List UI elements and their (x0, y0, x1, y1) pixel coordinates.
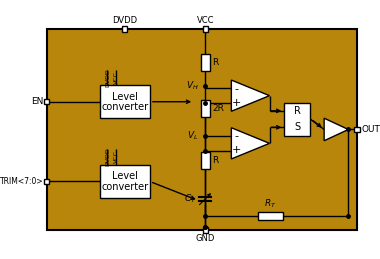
Text: -: - (234, 84, 239, 94)
Bar (100, 85, 150, 118)
Text: TRIM<7:0>: TRIM<7:0> (0, 177, 43, 186)
Text: converter: converter (101, 182, 148, 192)
Text: VCC: VCC (114, 150, 119, 163)
Text: Level: Level (112, 171, 138, 181)
Polygon shape (324, 118, 348, 141)
Bar (203, 26, 208, 32)
Text: $R_T$: $R_T$ (264, 198, 277, 210)
Text: +: + (232, 98, 241, 107)
Text: OUT: OUT (361, 125, 380, 134)
Text: 2R: 2R (212, 104, 224, 113)
Text: EN: EN (31, 97, 43, 106)
Text: GND: GND (196, 234, 215, 243)
Polygon shape (231, 128, 269, 159)
Text: R: R (212, 58, 218, 67)
Text: S: S (294, 122, 300, 132)
Text: VCC: VCC (114, 71, 119, 84)
Bar (201, 152, 210, 169)
Text: converter: converter (101, 102, 148, 112)
Text: R: R (212, 156, 218, 165)
Text: -: - (234, 131, 239, 141)
Text: R: R (294, 106, 301, 116)
Text: VCC: VCC (196, 17, 214, 25)
Text: DVDD: DVDD (105, 147, 110, 166)
Text: $C_T$: $C_T$ (184, 193, 197, 205)
Bar (201, 100, 210, 117)
Polygon shape (231, 80, 269, 111)
Bar (47, 29, 357, 230)
Text: DVDD: DVDD (112, 17, 137, 25)
Text: DVDD: DVDD (105, 68, 110, 87)
Bar (284, 103, 310, 135)
Bar (44, 179, 49, 184)
Text: $V_H$: $V_H$ (186, 80, 198, 92)
Bar (44, 99, 49, 104)
Text: +: + (232, 145, 241, 155)
Text: Level: Level (112, 91, 138, 102)
Bar (100, 165, 150, 198)
Bar (203, 227, 208, 233)
Bar (122, 26, 127, 32)
Bar (201, 54, 210, 71)
Text: $V_L$: $V_L$ (187, 129, 198, 142)
Bar (355, 127, 359, 132)
Bar (258, 212, 282, 220)
